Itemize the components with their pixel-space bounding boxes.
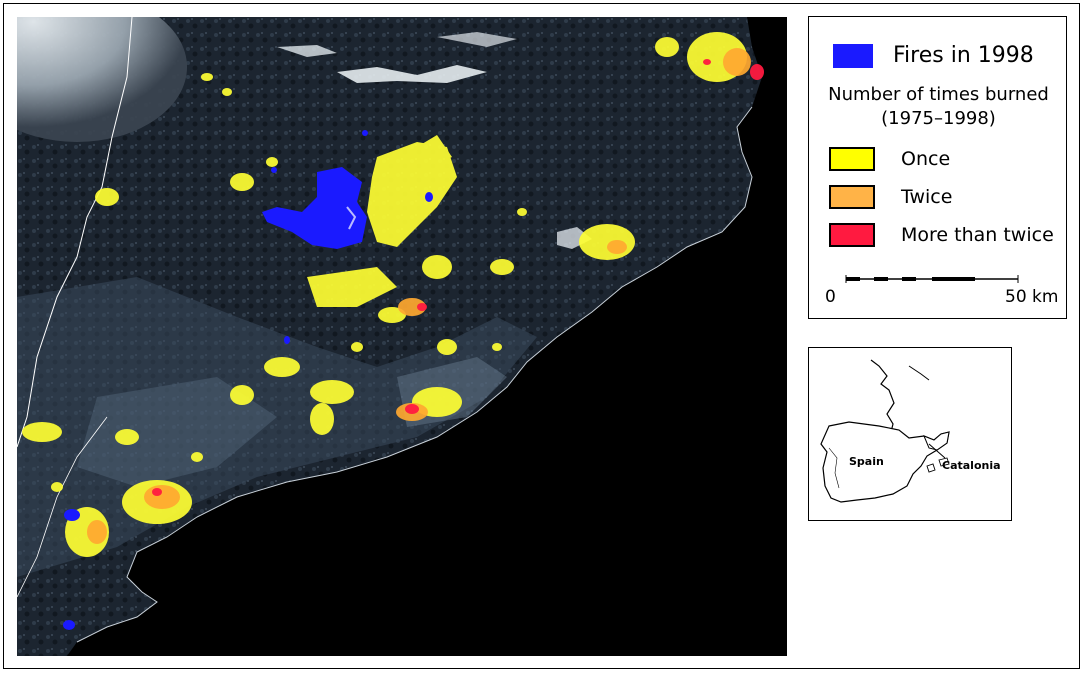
fires-1998-label: Fires in 1998 bbox=[893, 43, 1034, 68]
more-than-twice-label: More than twice bbox=[901, 224, 1054, 246]
fires-1998-swatch bbox=[833, 43, 873, 68]
once-label: Once bbox=[901, 148, 951, 170]
legend-panel: Fires in 1998 Number of times burned (19… bbox=[808, 16, 1067, 319]
figure-frame bbox=[3, 3, 1080, 669]
inset-spain-label: Spain bbox=[849, 455, 884, 468]
inset-catalonia-label: Catalonia bbox=[942, 459, 1001, 472]
locator-inset: Spain Catalonia bbox=[808, 347, 1012, 521]
once-swatch bbox=[829, 147, 875, 171]
scale-end-label: 50 km bbox=[1005, 287, 1059, 307]
scale-start-label: 0 bbox=[825, 287, 836, 307]
satellite-map bbox=[17, 17, 787, 656]
fire-1998-main bbox=[262, 167, 367, 249]
more-than-twice-swatch bbox=[829, 223, 875, 247]
twice-swatch bbox=[829, 185, 875, 209]
legend-class-more-than-twice: More than twice bbox=[829, 223, 1054, 247]
legend-class-once: Once bbox=[829, 147, 950, 171]
iberian-peninsula bbox=[820, 421, 950, 503]
legend-title: Number of times burned (1975–1998) bbox=[809, 83, 1068, 131]
scale-bar bbox=[845, 275, 1019, 283]
twice-label: Twice bbox=[901, 186, 953, 208]
legend-class-twice: Twice bbox=[829, 185, 952, 209]
legend-title-line2: (1975–1998) bbox=[881, 108, 996, 129]
catalonia-satellite-view bbox=[17, 17, 787, 656]
legend-fires-1998: Fires in 1998 bbox=[833, 43, 1034, 68]
iberia-outline bbox=[820, 359, 950, 503]
legend-title-line1: Number of times burned bbox=[828, 84, 1049, 105]
